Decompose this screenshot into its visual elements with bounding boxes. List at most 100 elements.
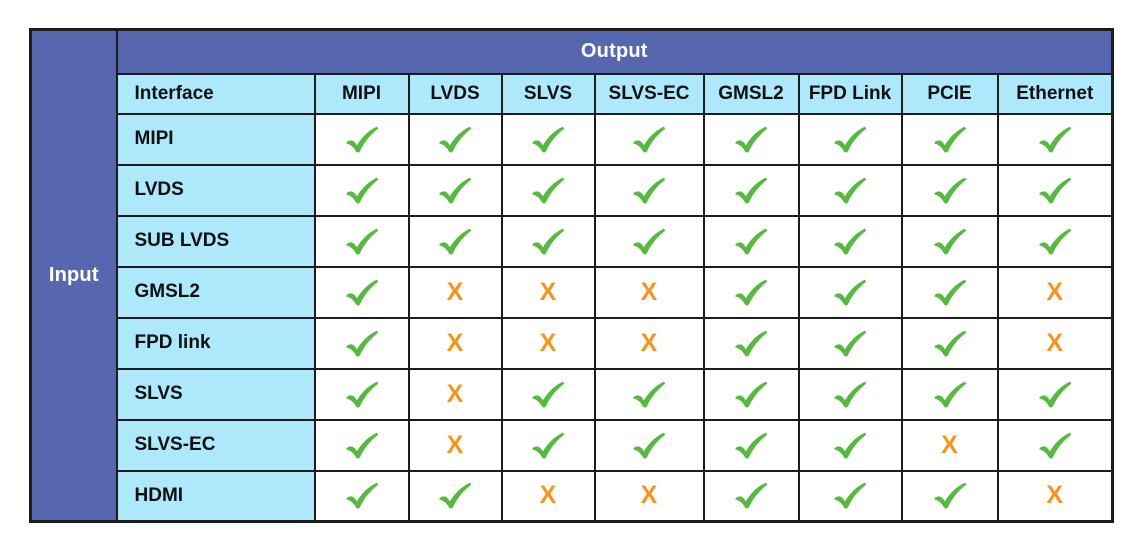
check-icon xyxy=(834,177,867,204)
matrix-cell xyxy=(593,367,705,421)
matrix-cell xyxy=(500,214,596,268)
input-axis-header: Input xyxy=(29,28,118,523)
matrix-cell xyxy=(313,214,410,268)
table-row-fpd-link: FPD link X X X X xyxy=(31,316,1114,370)
check-icon xyxy=(1038,432,1072,459)
x-icon: X xyxy=(1046,328,1064,357)
matrix-cell xyxy=(702,418,800,472)
x-icon: X xyxy=(1046,481,1064,510)
matrix-cell xyxy=(996,367,1114,421)
x-icon: X xyxy=(446,430,464,459)
matrix-cell xyxy=(996,163,1114,217)
check-icon xyxy=(532,228,565,255)
matrix-cell xyxy=(407,469,503,523)
x-icon: X xyxy=(539,328,557,357)
matrix-cell xyxy=(593,214,705,268)
check-icon xyxy=(933,177,966,204)
check-icon xyxy=(532,381,565,408)
matrix-cell xyxy=(996,112,1114,166)
matrix-cell: X xyxy=(500,265,596,319)
check-icon xyxy=(834,381,867,408)
check-icon xyxy=(834,482,867,509)
matrix-cell: X xyxy=(593,265,705,319)
x-icon: X xyxy=(941,430,958,459)
column-header-pcie: PCIE xyxy=(900,72,999,115)
matrix-cell xyxy=(500,112,596,166)
column-header-slvs-ec: SLVS-EC xyxy=(593,72,705,115)
matrix-cell xyxy=(702,367,800,421)
table-row-slvs: SLVS X xyxy=(31,367,1114,421)
check-icon xyxy=(633,381,666,408)
row-label: SUB LVDS xyxy=(115,214,316,268)
table-row-gmsl2: GMSL2 X X X X xyxy=(31,265,1114,319)
matrix-cell xyxy=(702,469,800,523)
matrix-cell xyxy=(996,214,1114,268)
check-icon xyxy=(345,177,378,204)
io-compatibility-table: Input Output Interface MIPI LVDS SLVS SLVS-E… xyxy=(29,28,1115,523)
matrix-cell xyxy=(702,265,800,319)
check-icon xyxy=(735,279,768,306)
check-icon xyxy=(345,126,378,153)
matrix-cell: X xyxy=(407,418,503,472)
check-icon xyxy=(532,126,565,153)
check-icon xyxy=(345,381,378,408)
matrix-cell: X xyxy=(500,469,596,523)
table-row-hdmi: HDMI X X X xyxy=(31,469,1114,523)
matrix-cell xyxy=(900,214,999,268)
column-header-slvs: SLVS xyxy=(500,72,596,115)
row-label: SLVS xyxy=(115,367,316,421)
matrix-cell: X xyxy=(593,316,705,370)
matrix-cell xyxy=(797,316,903,370)
check-icon xyxy=(633,126,666,153)
check-icon xyxy=(834,228,867,255)
x-icon: X xyxy=(446,379,464,408)
x-icon: X xyxy=(446,328,464,357)
check-icon xyxy=(933,126,966,153)
check-icon xyxy=(735,482,768,509)
matrix-cell: X xyxy=(500,316,596,370)
check-icon xyxy=(735,177,768,204)
matrix-cell: X xyxy=(996,469,1114,523)
matrix-cell: X xyxy=(593,469,705,523)
matrix-cell xyxy=(996,418,1114,472)
row-label: HDMI xyxy=(115,469,316,523)
check-icon xyxy=(735,228,768,255)
matrix-cell xyxy=(797,265,903,319)
matrix-cell: X xyxy=(996,316,1114,370)
matrix-cell xyxy=(593,163,705,217)
row-label: FPD link xyxy=(115,316,316,370)
matrix-cell xyxy=(313,112,410,166)
matrix-cell xyxy=(702,112,800,166)
matrix-cell xyxy=(407,163,503,217)
matrix-cell xyxy=(900,469,999,523)
check-icon xyxy=(633,432,666,459)
column-header-ethernet: Ethernet xyxy=(996,72,1114,115)
check-icon xyxy=(439,228,472,255)
matrix-cell xyxy=(407,214,503,268)
x-icon: X xyxy=(640,328,658,357)
check-icon xyxy=(735,432,768,459)
matrix-cell xyxy=(702,316,800,370)
matrix-cell xyxy=(797,163,903,217)
matrix-cell xyxy=(313,163,410,217)
output-header-row: Input Output xyxy=(29,28,1114,523)
output-axis-header: Output xyxy=(115,28,1114,75)
column-header-lvds: LVDS xyxy=(407,72,503,115)
compatibility-matrix: Input Output Interface MIPI LVDS SLVS SLVS-E… xyxy=(29,28,1115,523)
check-icon xyxy=(345,482,378,509)
check-icon xyxy=(633,228,666,255)
matrix-cell: X xyxy=(407,265,503,319)
check-icon xyxy=(439,177,472,204)
x-icon: X xyxy=(1046,277,1064,306)
row-label: SLVS-EC xyxy=(115,418,316,472)
matrix-cell xyxy=(313,469,410,523)
check-icon xyxy=(834,330,867,357)
check-icon xyxy=(345,279,378,306)
check-icon xyxy=(439,482,472,509)
matrix-cell xyxy=(900,163,999,217)
matrix-cell xyxy=(797,214,903,268)
matrix-cell xyxy=(407,112,503,166)
row-label: MIPI xyxy=(115,112,316,166)
matrix-cell xyxy=(313,316,410,370)
x-icon: X xyxy=(446,277,464,306)
